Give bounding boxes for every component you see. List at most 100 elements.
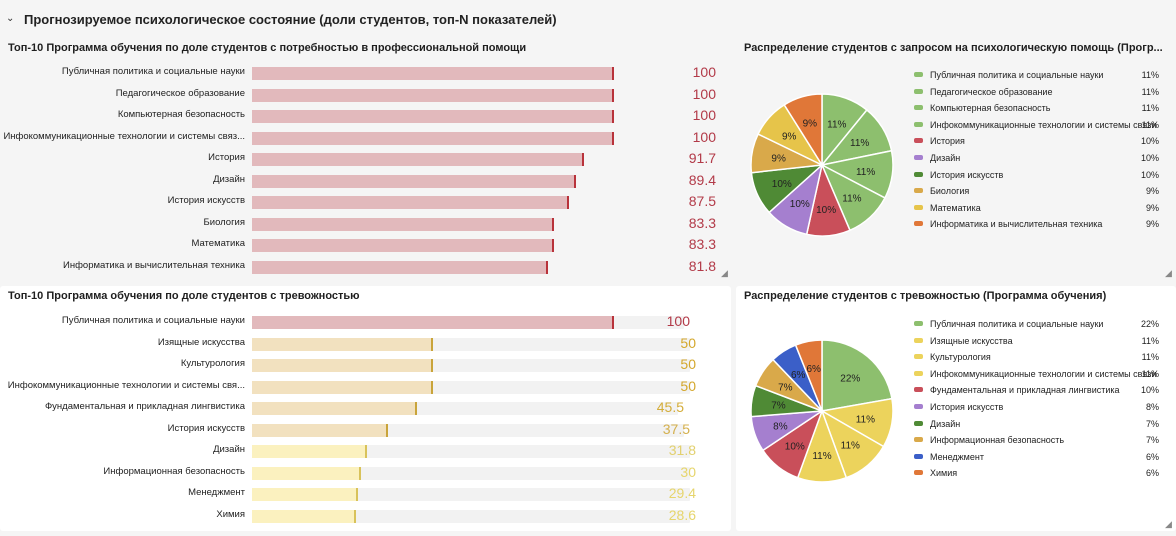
bar[interactable]: [252, 337, 433, 351]
bar-row[interactable]: Информатика и вычислительная техника 81.8: [0, 258, 730, 276]
bar-row[interactable]: История искусств 87.5: [0, 193, 730, 211]
bar-row[interactable]: Изящные искусства 50: [0, 335, 730, 353]
bar[interactable]: [252, 359, 433, 372]
bar-row[interactable]: Инфокоммуникационные технологии и систем…: [0, 129, 730, 147]
legend-item[interactable]: Дизайн 7%: [914, 418, 1166, 432]
bar[interactable]: [252, 239, 554, 252]
bar-category-label: Педагогическое образование: [115, 87, 245, 99]
bar-value-label: 29.4: [668, 485, 696, 501]
bar[interactable]: [252, 174, 576, 188]
bar[interactable]: [252, 423, 388, 437]
bar-end-marker: [612, 88, 614, 102]
legend-item[interactable]: Информационная безопасность 7%: [914, 434, 1166, 448]
bar-value-label: 81.8: [688, 257, 716, 274]
legend-item[interactable]: Биология 9%: [914, 185, 1166, 199]
bar-row[interactable]: Публичная политика и социальные науки 100: [0, 64, 730, 82]
bar-value-label: 50: [680, 356, 696, 372]
legend-swatch: [914, 404, 923, 409]
bar-category-label: История: [208, 152, 245, 163]
pie-slice-label: 11%: [850, 138, 869, 149]
pie-slice-label: 10%: [785, 442, 805, 453]
chevron-down-icon[interactable]: ⌄: [6, 12, 15, 24]
pie-slice[interactable]: [821, 339, 893, 412]
bar-row[interactable]: История искусств 37.5: [0, 421, 730, 439]
legend-label: Информатика и вычислительная техника: [930, 219, 1103, 229]
bar[interactable]: [252, 131, 614, 145]
panel-title: Топ-10 Программа обучения по доле студен…: [8, 290, 360, 302]
bar-end-marker: [431, 359, 433, 372]
bar[interactable]: [252, 488, 359, 501]
pie-slice[interactable]: [794, 339, 823, 412]
bar-row[interactable]: Химия 28.6: [0, 507, 730, 525]
legend-percent: 10%: [1140, 385, 1159, 396]
bar[interactable]: [252, 466, 361, 480]
legend-item[interactable]: Математика 9%: [914, 202, 1166, 216]
legend-item[interactable]: Изящные искусства 11%: [914, 335, 1166, 349]
legend-percent: 11%: [1141, 103, 1159, 114]
bar-row[interactable]: Информационная безопасность 30: [0, 464, 730, 482]
bar[interactable]: [252, 217, 554, 231]
legend-item[interactable]: Культурология 11%: [914, 351, 1166, 365]
bar-category-label: Фундаментальная и прикладная лингвистика: [44, 401, 245, 412]
bar-row[interactable]: Публичная политика и социальные науки 100: [0, 313, 730, 331]
legend-item[interactable]: Инфокоммуникационные технологии и систем…: [914, 368, 1166, 382]
legend-item[interactable]: Дизайн 10%: [914, 152, 1166, 166]
legend-item[interactable]: Менеджмент 6%: [914, 451, 1166, 465]
legend-item[interactable]: Информатика и вычислительная техника 9%: [914, 218, 1166, 229]
bar-track: [252, 466, 690, 480]
pie-slice-label: 8%: [773, 421, 788, 432]
bar-row[interactable]: Менеджмент 29.4: [0, 485, 730, 503]
bar-category-label: Химия: [216, 508, 245, 520]
bar[interactable]: [252, 88, 614, 102]
bar-value-label: 100: [692, 107, 716, 123]
resize-handle-icon[interactable]: ◢: [1165, 519, 1172, 529]
bar-row[interactable]: Дизайн 89.4: [0, 172, 730, 190]
bar[interactable]: [252, 110, 614, 123]
legend-item[interactable]: Публичная политика и социальные науки 11%: [914, 69, 1166, 83]
bar[interactable]: [252, 316, 614, 329]
bar[interactable]: [252, 260, 549, 274]
bar-value-label: 45.5: [656, 399, 684, 415]
bar[interactable]: [252, 509, 356, 523]
bar-track: [252, 359, 690, 372]
bar[interactable]: [252, 380, 433, 394]
legend-item[interactable]: История 10%: [914, 135, 1166, 149]
legend-item[interactable]: Инфокоммуникационные технологии и систем…: [914, 119, 1166, 133]
bar-row[interactable]: Фундаментальная и прикладная лингвистика…: [0, 399, 730, 417]
legend-item[interactable]: Педагогическое образование 11%: [914, 86, 1166, 100]
bar[interactable]: [252, 402, 417, 415]
legend-item[interactable]: История искусств 8%: [914, 401, 1166, 415]
bar[interactable]: [252, 196, 569, 209]
pie-slice[interactable]: [783, 93, 823, 168]
pie-chart-anxiety: 22% 11% 11% 11% 10% 8% 7% 7% 6%6%: [750, 339, 894, 483]
bar[interactable]: [252, 445, 368, 458]
legend-label: Публичная политика и социальные науки: [930, 70, 1104, 80]
resize-handle-icon[interactable]: ◢: [721, 268, 728, 278]
bar-row[interactable]: Педагогическое образование 100: [0, 86, 730, 104]
legend-swatch: [914, 321, 923, 326]
legend-swatch: [914, 121, 923, 127]
legend-item[interactable]: Фундаментальная и прикладная лингвистика…: [914, 384, 1166, 398]
pie-slice-label: 11%: [812, 451, 831, 462]
bar-row[interactable]: Инфокоммуникационные технологии и систем…: [0, 378, 730, 396]
bar[interactable]: [252, 67, 614, 80]
legend-item[interactable]: Химия 6%: [914, 467, 1166, 478]
bar-row[interactable]: Биология 83.3: [0, 215, 730, 233]
resize-handle-icon[interactable]: ◢: [1165, 268, 1172, 278]
legend-swatch: [914, 188, 923, 194]
legend-item[interactable]: Компьютерная безопасность 11%: [914, 102, 1166, 116]
bar-row[interactable]: Компьютерная безопасность 100: [0, 107, 730, 125]
bar-row[interactable]: История 91.7: [0, 150, 730, 168]
legend-label: Информационная безопасность: [930, 435, 1065, 446]
section-header[interactable]: ⌄ Прогнозируемое психологическое состоян…: [0, 0, 1176, 38]
bar-row[interactable]: Математика 83.3: [0, 236, 730, 254]
legend-percent: 6%: [1145, 451, 1159, 462]
bar-row[interactable]: Дизайн 31.8: [0, 442, 730, 460]
bar[interactable]: [252, 153, 584, 166]
legend-item[interactable]: Публичная политика и социальные науки 22%: [914, 318, 1166, 332]
bar-track: [252, 423, 684, 437]
bar-end-marker: [566, 196, 569, 209]
bar-row[interactable]: Культурология 50: [0, 356, 730, 374]
legend-item[interactable]: История искусств 10%: [914, 169, 1166, 183]
pie-slice-label: 7%: [778, 383, 793, 394]
